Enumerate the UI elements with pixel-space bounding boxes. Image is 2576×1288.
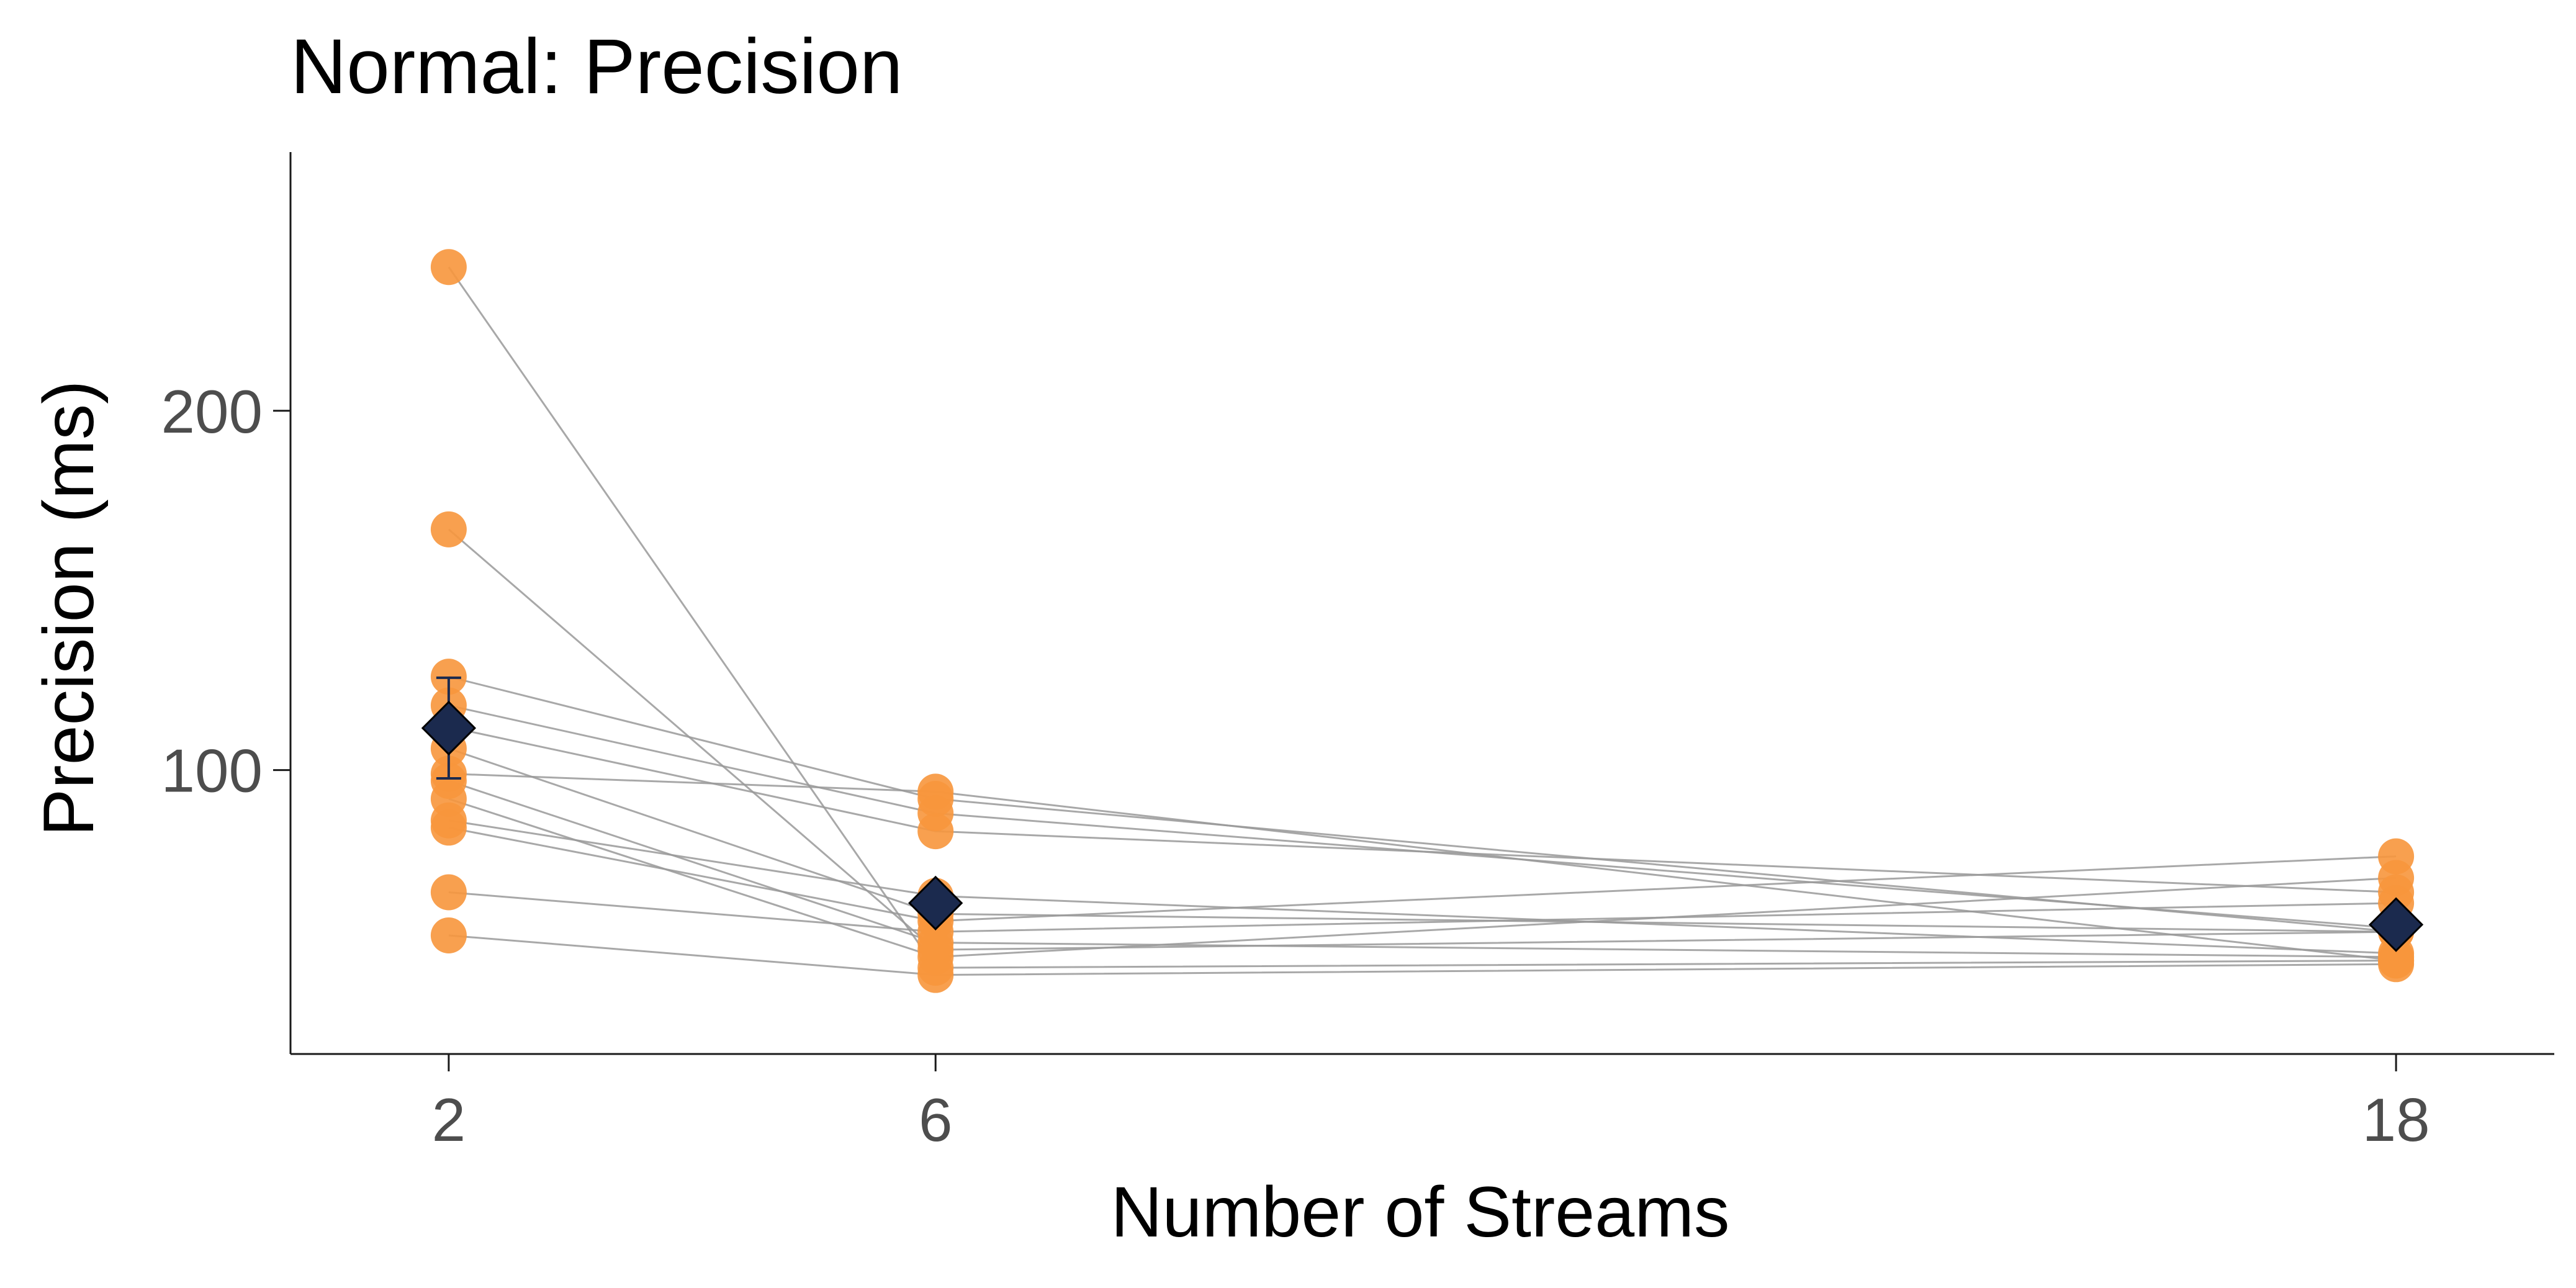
mean-marker [2368,897,2424,952]
x-tick-label: 2 [432,1086,466,1154]
participant-line [448,819,2397,955]
axes: 2 6 18 100 200 [161,152,2554,1154]
participant-point [2378,838,2415,875]
mean-marker [908,875,963,930]
participant-line [448,772,2397,961]
participant-line [448,528,2397,951]
participant-point [430,249,467,286]
participant-line [448,705,2397,929]
participant-point [430,874,467,911]
participant-point [917,957,954,993]
participant-point [430,917,467,953]
participant-lines [448,266,2397,976]
participant-line [448,826,2397,922]
participant-point [917,773,954,810]
chart-title: Normal: Precision [290,24,903,110]
mean-markers [421,676,2424,952]
participant-point [917,813,954,850]
participant-point [430,511,467,547]
mean-marker [421,700,477,756]
participant-point [430,809,467,846]
participant-point [917,914,954,950]
x-axis-title: Number of Streams [1111,1173,1730,1252]
participant-line [448,266,2397,969]
y-axis-title: Precision (ms) [29,381,109,837]
y-tick-label: 200 [161,377,263,446]
y-tick-label: 100 [161,737,263,805]
participant-point [2378,946,2415,983]
x-tick-label: 18 [2362,1086,2430,1154]
x-tick-label: 6 [919,1086,953,1154]
participant-line [448,726,2397,894]
